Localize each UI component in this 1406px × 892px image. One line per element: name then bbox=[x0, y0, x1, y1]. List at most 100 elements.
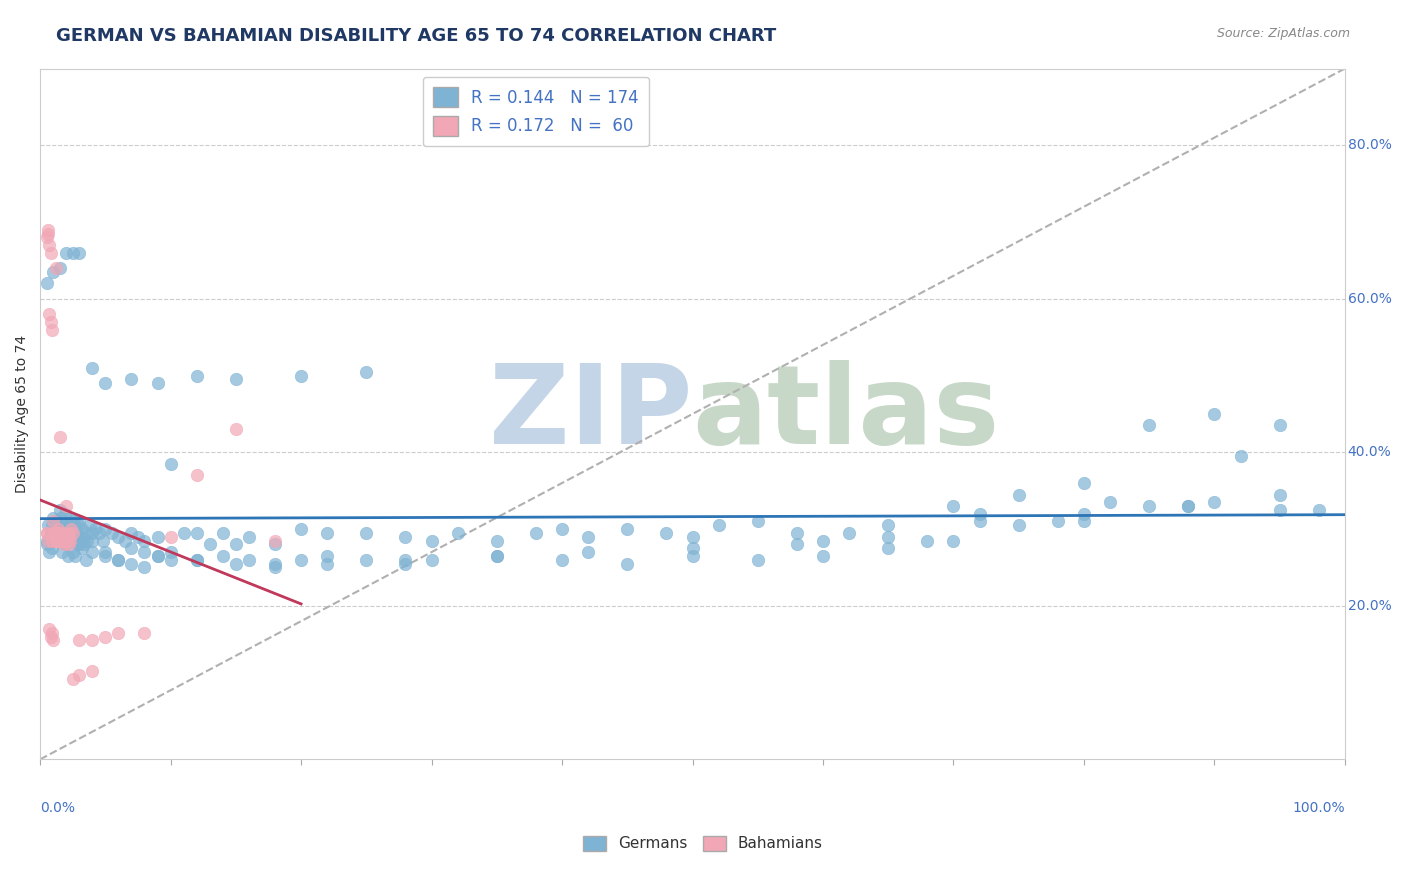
Point bbox=[44, 530, 66, 544]
Point bbox=[146, 549, 169, 563]
Point bbox=[42, 525, 65, 540]
Point bbox=[173, 525, 195, 540]
Point bbox=[35, 230, 58, 244]
Point bbox=[159, 545, 181, 559]
Point bbox=[76, 533, 98, 548]
Point bbox=[1137, 418, 1160, 433]
Point bbox=[55, 518, 77, 533]
Text: GERMAN VS BAHAMIAN DISABILITY AGE 65 TO 74 CORRELATION CHART: GERMAN VS BAHAMIAN DISABILITY AGE 65 TO … bbox=[56, 27, 776, 45]
Point bbox=[707, 518, 730, 533]
Point bbox=[67, 515, 90, 529]
Point bbox=[107, 553, 129, 567]
Point bbox=[44, 525, 66, 540]
Point bbox=[66, 537, 89, 551]
Point bbox=[70, 541, 93, 556]
Point bbox=[682, 549, 704, 563]
Point bbox=[44, 522, 66, 536]
Point bbox=[264, 533, 287, 548]
Point bbox=[75, 525, 97, 540]
Point bbox=[225, 537, 247, 551]
Point bbox=[67, 668, 90, 682]
Point bbox=[39, 525, 62, 540]
Point bbox=[576, 530, 599, 544]
Point bbox=[41, 541, 63, 556]
Point bbox=[45, 525, 67, 540]
Point bbox=[290, 553, 312, 567]
Point bbox=[65, 549, 87, 563]
Point bbox=[917, 533, 939, 548]
Point bbox=[49, 510, 72, 524]
Point bbox=[356, 553, 378, 567]
Point bbox=[65, 533, 87, 548]
Point bbox=[46, 515, 69, 529]
Point bbox=[1268, 418, 1291, 433]
Point bbox=[186, 368, 208, 383]
Text: Source: ZipAtlas.com: Source: ZipAtlas.com bbox=[1216, 27, 1350, 40]
Point bbox=[53, 537, 76, 551]
Point bbox=[747, 515, 769, 529]
Point bbox=[53, 530, 76, 544]
Point bbox=[58, 525, 80, 540]
Point bbox=[225, 422, 247, 436]
Point bbox=[48, 522, 70, 536]
Point bbox=[186, 468, 208, 483]
Point bbox=[134, 560, 156, 574]
Point bbox=[91, 533, 114, 548]
Point bbox=[82, 664, 104, 678]
Point bbox=[38, 238, 60, 252]
Point bbox=[576, 545, 599, 559]
Point bbox=[66, 518, 89, 533]
Point bbox=[48, 503, 70, 517]
Point bbox=[35, 537, 58, 551]
Point bbox=[52, 525, 75, 540]
Point bbox=[82, 633, 104, 648]
Point bbox=[35, 525, 58, 540]
Point bbox=[45, 261, 67, 276]
Point bbox=[55, 245, 77, 260]
Point bbox=[41, 322, 63, 336]
Point bbox=[46, 530, 69, 544]
Point bbox=[811, 533, 834, 548]
Point bbox=[39, 525, 62, 540]
Point bbox=[1204, 407, 1226, 421]
Point bbox=[49, 525, 72, 540]
Point bbox=[53, 507, 76, 521]
Point bbox=[524, 525, 547, 540]
Point bbox=[120, 541, 142, 556]
Point bbox=[59, 510, 82, 524]
Point bbox=[49, 530, 72, 544]
Point bbox=[48, 430, 70, 444]
Point bbox=[38, 307, 60, 321]
Point bbox=[48, 522, 70, 536]
Text: atlas: atlas bbox=[693, 360, 1000, 467]
Point bbox=[1177, 499, 1199, 513]
Point bbox=[682, 530, 704, 544]
Point bbox=[79, 518, 101, 533]
Point bbox=[63, 518, 86, 533]
Point bbox=[41, 518, 63, 533]
Point bbox=[58, 537, 80, 551]
Point bbox=[120, 557, 142, 571]
Point bbox=[225, 557, 247, 571]
Point bbox=[48, 533, 70, 548]
Point bbox=[67, 245, 90, 260]
Point bbox=[616, 522, 638, 536]
Point bbox=[67, 533, 90, 548]
Point bbox=[1204, 495, 1226, 509]
Point bbox=[134, 545, 156, 559]
Point bbox=[35, 533, 58, 548]
Point bbox=[51, 545, 73, 559]
Point bbox=[53, 533, 76, 548]
Text: 60.0%: 60.0% bbox=[1347, 292, 1392, 306]
Point bbox=[46, 530, 69, 544]
Point bbox=[52, 518, 75, 533]
Point bbox=[146, 376, 169, 391]
Point bbox=[56, 525, 79, 540]
Point bbox=[55, 499, 77, 513]
Point bbox=[211, 549, 233, 563]
Point bbox=[134, 533, 156, 548]
Point bbox=[73, 537, 96, 551]
Point bbox=[39, 245, 62, 260]
Point bbox=[35, 525, 58, 540]
Point bbox=[238, 530, 260, 544]
